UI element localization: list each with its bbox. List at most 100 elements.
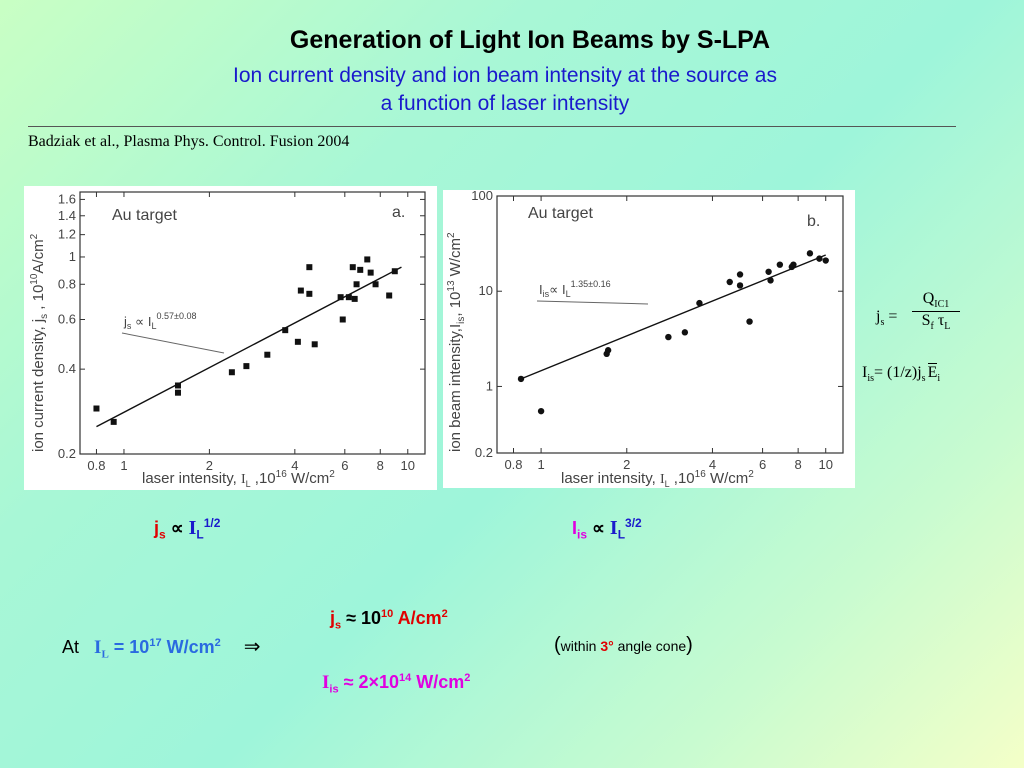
chart-a-data-point <box>306 290 313 297</box>
chart-a-data-point <box>337 294 344 301</box>
chart-b-x-tick-label: 0.8 <box>504 457 522 472</box>
chart-b-y-tick-label: 10 <box>479 283 493 298</box>
chart-a-data-point <box>349 264 356 271</box>
chart-b-plot-frame <box>496 195 844 454</box>
chart-b-data-point <box>816 255 823 262</box>
chart-b-x-tick-label: 4 <box>709 457 716 472</box>
chart-b-data-point <box>696 299 703 307</box>
formula-iis: Iis= (1/z)js Ei <box>862 363 941 385</box>
chart-a-y-tick-label: 0.6 <box>58 312 76 327</box>
chart-a-data-point <box>110 418 117 425</box>
chart-b-data-point <box>517 375 525 383</box>
chart-b-data-point <box>776 261 784 268</box>
chart-b-ylabel: ion beam intensity,Iis, 1013 W/cm2 <box>446 232 467 452</box>
chart-a-data-point <box>353 281 360 288</box>
chart-a-data-point <box>297 287 304 294</box>
result-cone-note: (within 3° angle cone) <box>554 634 693 656</box>
chart-b-x-tick-label: 6 <box>759 457 766 472</box>
chart-b-x-tick-label: 2 <box>623 457 630 472</box>
chart-b-data-point <box>767 277 774 284</box>
scaling-iis: Iis ∝ IL3/2 <box>572 516 642 542</box>
chart-panel-a: Au target a. js ∝ IL0.57±0.08 laser inte… <box>24 186 437 490</box>
chart-a-x-tick-label: 4 <box>291 458 298 473</box>
chart-b-fit-label: Iis∝ IL1.35±0.16 <box>539 279 611 299</box>
chart-b-x-tick-label: 10 <box>818 457 832 472</box>
chart-a-x-tick-label: 8 <box>377 458 384 473</box>
subtitle-line-2: a function of laser intensity <box>380 92 630 115</box>
chart-b-panel-label: b. <box>807 213 820 230</box>
chart-b-y-tick-label: 0.2 <box>475 445 493 460</box>
chart-b-data-point <box>806 250 814 257</box>
formula-fraction: QIC1 Sf τL <box>912 290 960 332</box>
chart-a-x-tick-label: 1 <box>120 458 127 473</box>
chart-b-fit-line <box>520 254 826 380</box>
chart-a-data-point <box>311 341 318 348</box>
chart-a-data-point <box>174 389 181 396</box>
chart-b-data-point <box>736 282 744 289</box>
chart-a-data-point <box>174 382 181 389</box>
title-divider <box>28 126 956 127</box>
chart-b-data-point <box>665 333 672 341</box>
scaling-js: js ∝ IL1/2 <box>154 516 221 542</box>
fraction-numerator: QIC1 <box>912 290 960 313</box>
chart-panel-b: Au target b. Iis∝ IL1.35±0.16 laser inte… <box>443 188 855 489</box>
chart-a-data-point <box>306 264 313 271</box>
chart-a-data-point <box>282 327 289 334</box>
subtitle-line-1: Ion current density and ion beam intensi… <box>233 64 777 87</box>
chart-b-annotation: Au target <box>528 205 593 222</box>
chart-a-ylabel: ion current density, js , 1010A/cm2 <box>29 233 50 452</box>
chart-a-fit-pointer <box>121 332 225 354</box>
chart-a-panel-label: a. <box>392 204 405 221</box>
at-label: At <box>62 637 80 657</box>
chart-b-x-tick-label: 1 <box>537 457 544 472</box>
chart-a-data-point <box>391 268 398 275</box>
chart-b-xlabel: laser intensity, IL ,1016 W/cm2 <box>561 469 754 488</box>
chart-a-data-point <box>357 266 364 273</box>
chart-a-y-tick-label: 1.2 <box>58 227 76 242</box>
chart-b-data-point <box>726 278 733 286</box>
slide-subtitle: Ion current density and ion beam intensi… <box>0 62 1010 118</box>
chart-b-y-tick-label: 1 <box>486 378 493 393</box>
slide-title: Generation of Light Ion Beams by S-LPA <box>289 26 771 54</box>
chart-a-data-point <box>372 281 379 288</box>
chart-b-data-point <box>537 407 545 415</box>
chart-a-fit-line <box>96 266 402 428</box>
chart-a-data-point <box>228 369 235 376</box>
chart-a-annotation: Au target <box>112 207 177 224</box>
chart-a-data-point <box>367 269 374 276</box>
chart-a-fit-label: js ∝ IL0.57±0.08 <box>123 311 197 331</box>
chart-a-data-point <box>351 295 358 302</box>
chart-a-data-point <box>339 316 346 323</box>
result-intensity: At IL = 1017 W/cm2 ⇒ <box>62 636 261 661</box>
chart-b-data-point <box>681 329 689 336</box>
chart-b-data-point <box>790 261 797 268</box>
chart-a-data-point <box>345 294 352 301</box>
chart-a-y-tick-label: 1.6 <box>58 191 76 206</box>
chart-b-data-point <box>746 318 753 325</box>
fraction-denominator: Sf τL <box>921 312 951 333</box>
chart-a-y-tick-label: 0.8 <box>58 276 76 291</box>
chart-a-x-tick-label: 10 <box>401 458 415 473</box>
implies-arrow: ⇒ <box>243 636 261 658</box>
chart-b-svg: Au target b. Iis∝ IL1.35±0.16 laser inte… <box>446 188 844 489</box>
result-js: js ≈ 1010 A/cm2 <box>330 608 448 632</box>
chart-b-data-point <box>736 271 744 278</box>
chart-a-data-point <box>264 351 271 358</box>
formula-js: js = <box>876 308 898 329</box>
chart-a-y-tick-label: 0.4 <box>58 361 76 376</box>
chart-a-y-tick-label: 0.2 <box>58 446 76 461</box>
citation: Badziak et al., Plasma Phys. Control. Fu… <box>28 133 350 150</box>
chart-a-xlabel: laser intensity, IL ,1016 W/cm2 <box>142 469 335 489</box>
chart-a-x-tick-label: 2 <box>206 458 213 473</box>
chart-a-data-point <box>386 292 393 299</box>
chart-a-y-tick-label: 1.4 <box>58 208 76 223</box>
chart-b-data-point <box>765 268 772 275</box>
chart-a-x-tick-label: 0.8 <box>87 458 105 473</box>
chart-a-data-point <box>243 363 250 370</box>
chart-a-plot-frame <box>79 191 426 455</box>
chart-b-x-tick-label: 8 <box>795 457 802 472</box>
chart-a-data-point <box>294 338 301 345</box>
chart-b-data-point <box>822 257 829 264</box>
chart-a-data-point <box>364 256 371 263</box>
result-iis: Iis ≈ 2×1014 W/cm2 <box>322 672 471 696</box>
